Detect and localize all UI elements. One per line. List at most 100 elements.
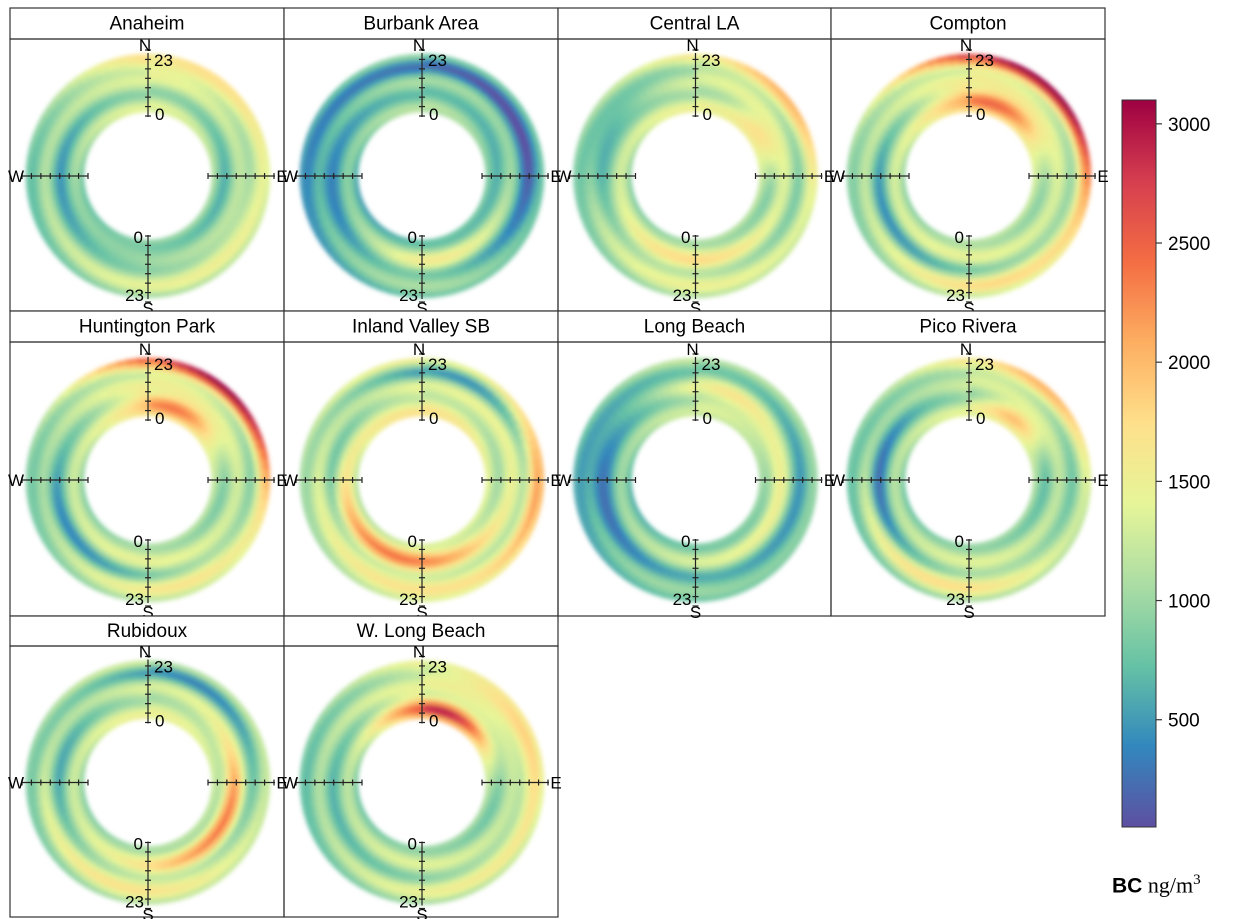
polar-axes — [842, 49, 1096, 303]
polar-cell — [1075, 175, 1082, 187]
polar-cell — [810, 154, 818, 167]
polar-cell — [240, 167, 247, 177]
polar-cell — [230, 479, 237, 489]
polar-cell — [262, 185, 270, 199]
polar-cell — [147, 87, 157, 94]
polar-cell — [421, 410, 429, 417]
polar-cell — [141, 410, 149, 417]
polar-cell — [25, 164, 32, 177]
polar-axes — [295, 49, 549, 303]
polar-cell — [694, 239, 702, 246]
polar-cell — [26, 185, 33, 198]
polar-cell — [147, 572, 157, 579]
polar-cell — [211, 175, 218, 183]
polar-cell — [139, 562, 149, 569]
polar-cell — [343, 168, 349, 177]
polar-cell — [147, 97, 156, 103]
polar-cell — [333, 167, 340, 177]
polar-cell — [1084, 154, 1091, 167]
polar-cell — [514, 471, 521, 481]
polar-cell — [421, 268, 431, 275]
polar-cell — [528, 175, 535, 187]
polar-cell — [323, 166, 330, 177]
axis-label-hour-start-north: 0 — [976, 105, 985, 124]
polar-cell — [485, 169, 492, 177]
polar-cell — [495, 168, 501, 177]
polar-cell — [59, 471, 66, 481]
polar-axes — [21, 49, 275, 303]
polar-cell — [899, 175, 906, 183]
polar-axes — [21, 353, 275, 607]
polar-cell — [413, 381, 423, 388]
polar-cell — [626, 175, 633, 183]
polar-cell — [607, 175, 613, 185]
polar-cell — [968, 249, 977, 255]
polar-cell — [947, 54, 960, 61]
polar-cell — [1051, 167, 1058, 177]
polar-cell — [573, 164, 580, 177]
polar-cell — [35, 479, 42, 491]
polar-cell — [968, 77, 979, 84]
polar-cell — [421, 572, 431, 579]
panel-title: Huntington Park — [79, 317, 216, 338]
polar-cell — [264, 165, 271, 177]
panel-title: Compton — [929, 14, 1006, 35]
polar-cell — [704, 291, 718, 298]
polar-cell — [221, 479, 227, 488]
polar-cell — [687, 87, 697, 94]
polar-cell — [59, 167, 66, 177]
polar-cell — [673, 54, 687, 61]
polar-cell — [856, 175, 863, 187]
polar-cell — [421, 391, 431, 398]
polar-cell — [421, 553, 430, 559]
polar-cell — [960, 258, 970, 265]
polar-cell — [768, 175, 775, 184]
polar-cell — [138, 268, 149, 275]
polar-cell — [411, 63, 423, 70]
polar-cell — [1042, 175, 1048, 184]
axis-label-hour-end-north: 23 — [702, 51, 721, 70]
polar-cell — [300, 185, 307, 198]
polar-cell — [968, 292, 980, 299]
polar-cell — [147, 562, 157, 569]
axis-label-hour-start-south: 0 — [408, 228, 417, 247]
polar-cell — [758, 175, 765, 183]
polar-cell — [230, 167, 237, 177]
axis-label-north: N — [960, 36, 972, 55]
axis-label-hour-end-south: 23 — [125, 590, 144, 609]
polar-cell — [49, 470, 56, 481]
polar-cell — [582, 165, 589, 177]
polar-cell — [300, 153, 308, 167]
polar-cell — [59, 175, 66, 185]
polar-cell — [421, 87, 431, 94]
polar-cell — [262, 489, 270, 503]
polar-cell — [778, 167, 784, 177]
polar-cell — [264, 479, 271, 492]
polar-cell — [413, 562, 423, 569]
polar-cell — [157, 291, 170, 298]
polar-cell — [421, 543, 429, 550]
polar-cell — [49, 175, 56, 185]
polar-cell — [960, 77, 970, 84]
polar-cell — [323, 479, 330, 489]
polar-cell — [140, 553, 149, 559]
polar-cell — [573, 175, 580, 187]
polar-cell — [962, 106, 970, 113]
polar-cell — [413, 87, 423, 94]
polar-cell — [695, 77, 705, 84]
polar-cell — [688, 97, 697, 103]
polar-cell — [49, 479, 56, 489]
polar-cell — [230, 175, 237, 185]
polar-cell — [573, 185, 581, 198]
polar-cell — [78, 169, 85, 177]
polar-cell — [299, 164, 306, 177]
polar-cell — [421, 292, 433, 299]
polar-cell — [847, 153, 855, 167]
polar-cell — [352, 169, 359, 177]
polar-cell — [240, 479, 247, 490]
polar-cell — [485, 473, 492, 481]
axis-label-hour-end-north: 23 — [428, 51, 447, 70]
polar-cell — [695, 97, 703, 103]
axis-label-hour-start-south: 0 — [134, 532, 143, 551]
